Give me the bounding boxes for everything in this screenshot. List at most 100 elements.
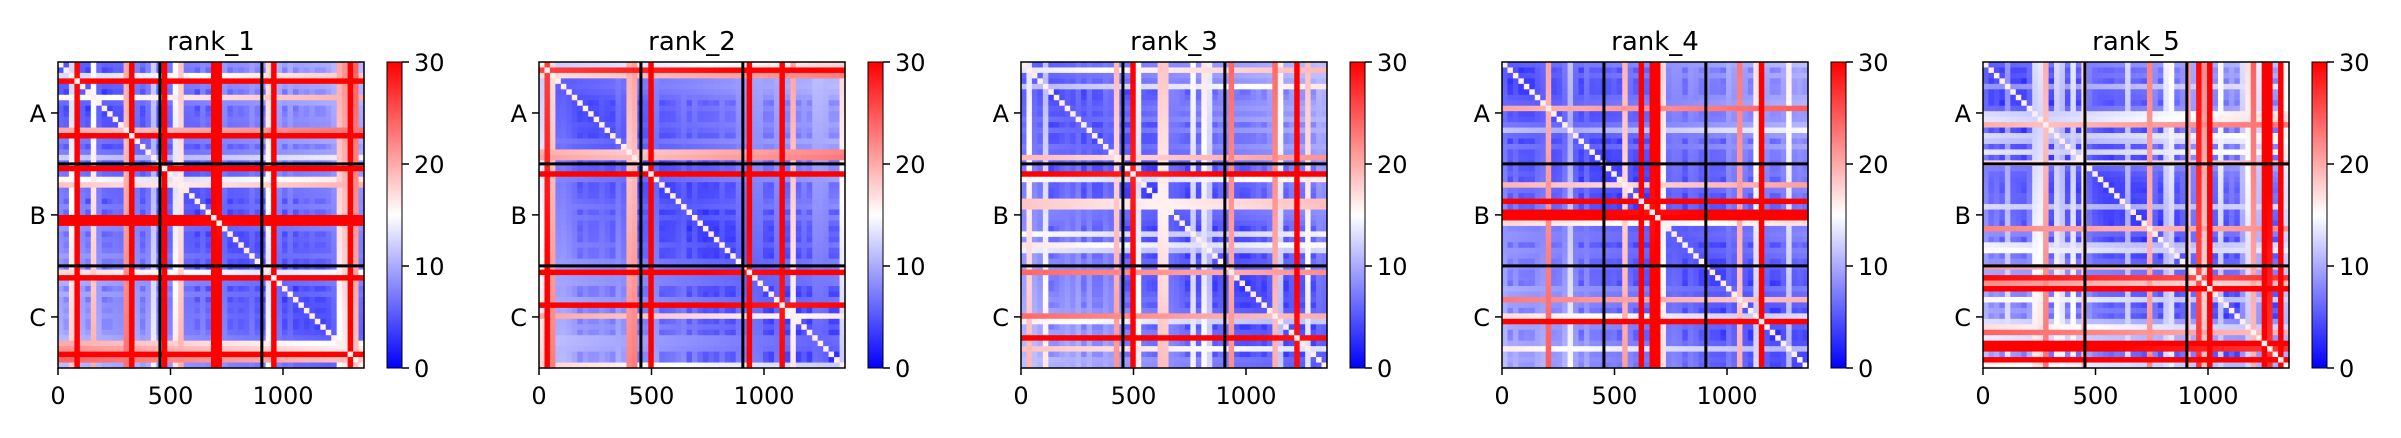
heatmap-cell — [801, 215, 807, 221]
heatmap-cell — [293, 226, 299, 232]
heatmap-cell — [588, 188, 594, 194]
heatmap-cell — [550, 78, 556, 84]
heatmap-cell — [227, 166, 233, 172]
heatmap-cell — [80, 319, 86, 325]
heatmap-cell — [687, 89, 693, 95]
heatmap-cell — [277, 215, 283, 221]
heatmap-cell — [113, 324, 119, 330]
heatmap-cell — [151, 73, 157, 79]
heatmap-cell — [118, 281, 124, 287]
heatmap-cell — [648, 204, 654, 210]
heatmap-cell — [298, 253, 304, 259]
heatmap-cell — [58, 210, 64, 216]
heatmap-cell — [107, 106, 113, 112]
heatmap-cell — [807, 210, 813, 216]
heatmap-cell — [189, 155, 195, 161]
heatmap-cell — [288, 210, 294, 216]
heatmap-cell — [271, 313, 277, 319]
heatmap-cell — [211, 302, 217, 308]
heatmap-cell — [304, 199, 310, 205]
heatmap-cell — [80, 149, 86, 155]
heatmap-cell — [255, 313, 261, 319]
heatmap-cell — [331, 122, 337, 128]
heatmap-cell — [145, 67, 151, 73]
heatmap-cell — [681, 231, 687, 237]
heatmap-cell — [544, 188, 550, 194]
heatmap-cell — [703, 95, 709, 101]
heatmap-cell — [238, 111, 244, 117]
heatmap-cell — [785, 204, 791, 210]
heatmap-cell — [135, 128, 141, 134]
heatmap-cell — [730, 204, 736, 210]
heatmap-cell — [692, 84, 698, 90]
heatmap-cell — [189, 215, 195, 221]
heatmap-cell — [113, 67, 119, 73]
heatmap-cell — [304, 182, 310, 188]
heatmap-cell — [561, 84, 567, 90]
heatmap-cell — [244, 330, 250, 336]
heatmap-cell — [206, 133, 212, 139]
heatmap-cell — [687, 117, 693, 123]
heatmap-cell — [80, 100, 86, 106]
heatmap-cell — [162, 67, 168, 73]
heatmap-cell — [599, 62, 605, 68]
heatmap-cell — [342, 231, 348, 237]
heatmap-cell — [178, 204, 184, 210]
heatmap-cell — [326, 275, 332, 281]
heatmap-cell — [309, 111, 315, 117]
heatmap-cell — [769, 155, 775, 161]
heatmap-cell — [320, 199, 326, 205]
heatmap-cell — [719, 166, 725, 172]
heatmap-cell — [801, 226, 807, 232]
heatmap-cell — [233, 128, 239, 134]
heatmap-cell — [80, 248, 86, 254]
heatmap-cell — [113, 259, 119, 265]
heatmap-cell — [348, 95, 354, 101]
heatmap-cell — [118, 313, 124, 319]
heatmap-cell — [342, 78, 348, 84]
heatmap-cell — [315, 292, 321, 298]
heatmap-cell — [331, 95, 337, 101]
heatmap-cell — [801, 171, 807, 177]
heatmap-cell — [583, 106, 589, 112]
heatmap-cell — [96, 253, 102, 259]
heatmap-cell — [96, 357, 102, 363]
heatmap-cell — [583, 166, 589, 172]
heatmap-cell — [63, 335, 69, 341]
heatmap-cell — [577, 73, 583, 79]
heatmap-cell — [129, 67, 135, 73]
heatmap-cell — [195, 78, 201, 84]
heatmap-cell — [96, 346, 102, 352]
heatmap-cell — [135, 226, 141, 232]
heatmap-cell — [69, 166, 75, 172]
heatmap-cell — [758, 210, 764, 216]
panel-1: rank_1ABC0 500 10000102030 — [29, 27, 444, 410]
heatmap-cell — [238, 155, 244, 161]
heatmap-cell — [670, 155, 676, 161]
heatmap-cell — [555, 144, 561, 150]
heatmap-cell — [561, 215, 567, 221]
heatmap-cell — [342, 106, 348, 112]
heatmap-cell — [69, 302, 75, 308]
heatmap-cell — [725, 144, 731, 150]
heatmap-cell — [801, 62, 807, 68]
heatmap-cell — [216, 231, 222, 237]
heatmap-cell — [616, 78, 622, 84]
heatmap-cell — [779, 155, 785, 161]
heatmap-cell — [249, 292, 255, 298]
heatmap-cell — [195, 73, 201, 79]
heatmap-cell — [282, 188, 288, 194]
heatmap-cell — [774, 111, 780, 117]
heatmap-cell — [588, 95, 594, 101]
y-tick-label: C — [29, 304, 46, 332]
heatmap-cell — [331, 341, 337, 347]
heatmap-cell — [632, 215, 638, 221]
heatmap-cell — [74, 106, 80, 112]
heatmap-cell — [162, 313, 168, 319]
heatmap-cell — [151, 171, 157, 177]
heatmap-cell — [211, 100, 217, 106]
heatmap-cell — [200, 210, 206, 216]
heatmap-cell — [555, 67, 561, 73]
heatmap-cell — [566, 231, 572, 237]
heatmap-cell — [337, 133, 343, 139]
